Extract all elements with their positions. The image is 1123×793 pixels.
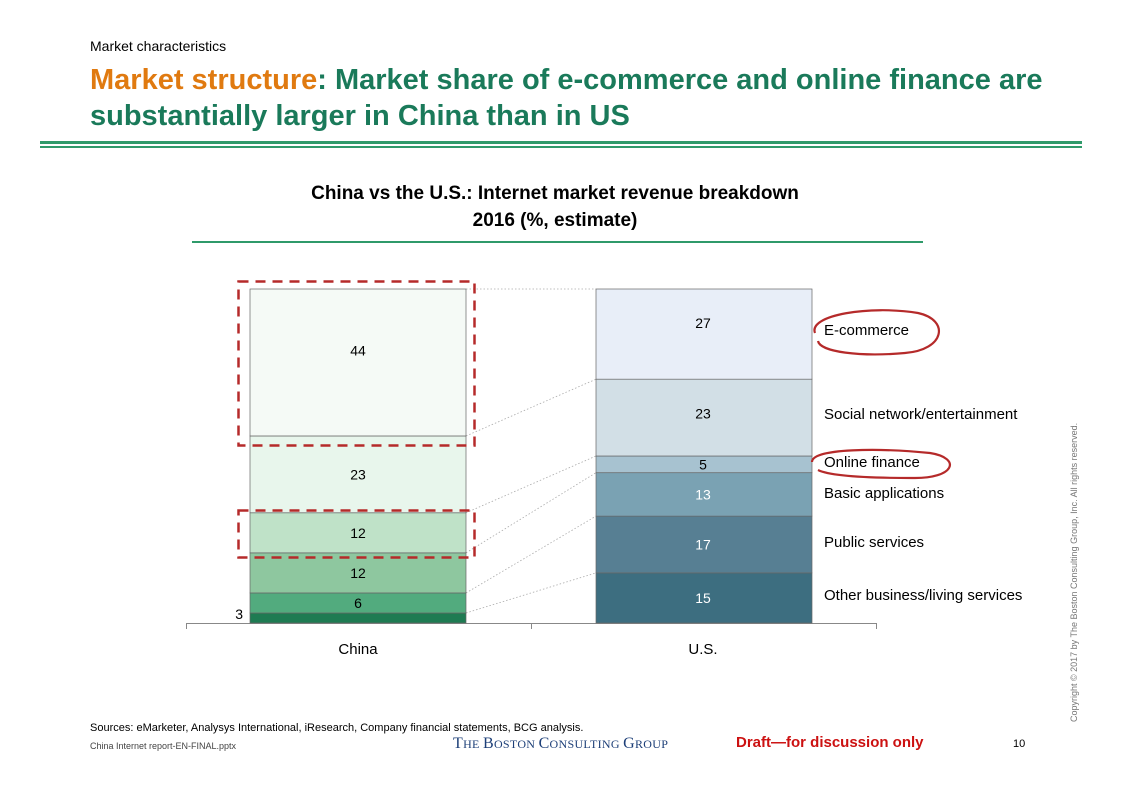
bar-segment-us-1 [595,515,813,574]
bar-segment-us-5 [595,288,813,380]
segment-connector [465,515,597,594]
chart-title: China vs the U.S.: Internet market reven… [311,183,799,231]
data-label: 12 [350,525,366,541]
data-label: 12 [350,565,366,581]
highlight-circle-ecommerce [813,309,940,356]
data-label: 13 [695,486,711,502]
data-label: 5 [699,456,707,472]
highlight-box-online-finance [237,509,476,559]
section-kicker: Market characteristics [90,38,227,54]
bcg-logo: THE BOSTON CONSULTING GROUP [453,735,669,752]
page-title-rest: : Market share of e-commerce and online … [90,64,1043,132]
data-label: 17 [695,537,711,553]
segment-connector [465,378,597,437]
data-label: 27 [695,315,711,331]
data-label: 23 [350,466,366,482]
data-label: 44 [350,342,366,358]
page-number: 10 [1013,738,1026,750]
copyright-note: Copyright © 2017 by The Boston Consultin… [1069,422,1079,722]
legend-label: Social network/entertainment [824,406,1018,423]
draft-notice: Draft—for discussion only [736,734,924,751]
bar-segment-china-3 [249,512,467,554]
data-label: 15 [695,590,711,606]
segment-connector [465,572,597,614]
title-rule-bottom [40,146,1082,148]
legend-label: Public services [824,534,924,551]
bar-segment-us-0 [595,572,813,624]
legend-label: Online finance [824,454,920,471]
legend-label: E-commerce [824,322,909,339]
file-name: China Internet report-EN-FINAL.pptx [90,741,237,751]
title-rule-top [40,141,1082,144]
legend-label: Basic applications [824,485,944,502]
bar-segment-china-5 [249,288,467,437]
page-title-accent: Market structure [90,64,318,96]
category-label: China [338,641,378,658]
highlight-circle-online-finance [810,448,951,480]
chart-title-rule [192,241,923,243]
sources-note: Sources: eMarketer, Analysys Internation… [90,722,584,734]
category-label: U.S. [688,641,717,658]
bar-segment-china-2 [249,552,467,594]
bar-segment-china-4 [249,435,467,514]
segment-connector [465,472,597,554]
page-title: Market structure: Market share of e-comm… [90,62,1050,134]
data-label: 6 [354,595,362,611]
bar-segment-us-2 [595,472,813,517]
highlight-box-ecommerce [237,280,476,447]
bar-segment-us-4 [595,378,813,457]
segment-connector [465,455,597,514]
data-label: 23 [695,406,711,422]
legend-label: Other business/living services [824,587,1022,604]
data-label: 3 [235,606,243,622]
bar-segment-china-0 [249,612,467,624]
